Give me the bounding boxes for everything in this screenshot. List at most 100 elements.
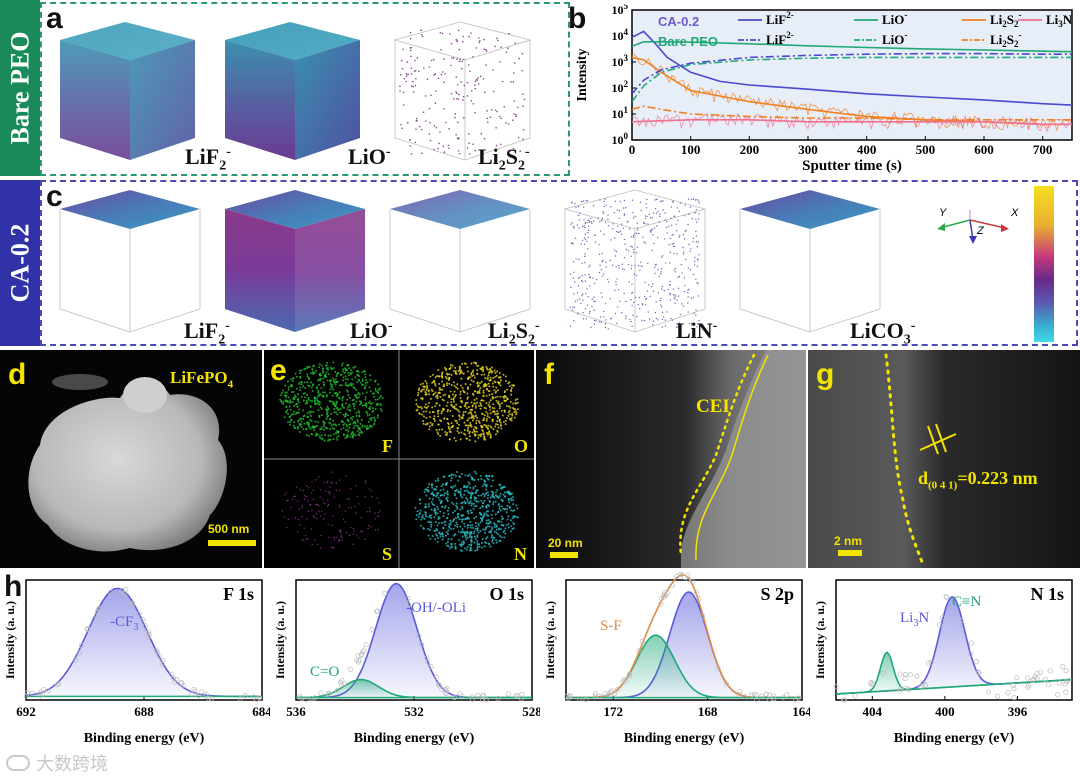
panel-d-scalebar xyxy=(208,540,256,546)
xps-datapoint xyxy=(436,683,442,689)
xps-datapoint xyxy=(1026,683,1032,689)
ca-side-label: CA-0.2 xyxy=(0,180,40,346)
chart-b-xtick-label: 700 xyxy=(1033,142,1053,157)
xps-xtick-label: 536 xyxy=(286,704,306,719)
xps-xtick-label: 404 xyxy=(863,704,883,719)
xps-datapoint xyxy=(469,694,475,700)
chart-b-series-line xyxy=(631,30,1073,106)
xps-datapoint xyxy=(925,660,932,666)
panel-c-label-lico3: LiCO3- xyxy=(850,318,916,348)
xps-chart-f1s: 692 688 684 Binding energy (eV) Intensity (a… xyxy=(3,579,270,746)
xps-datapoint xyxy=(518,696,524,702)
xps-datapoint xyxy=(922,682,928,688)
xps-datapoint xyxy=(1014,675,1020,681)
xps-datapoint xyxy=(416,633,422,639)
xps-datapoint xyxy=(833,684,839,690)
xps-datapoint xyxy=(359,651,365,657)
panel-c-label-li2s2: Li2S2- xyxy=(488,318,540,348)
eds-label-o: O xyxy=(514,436,529,456)
tem-cei xyxy=(536,350,806,568)
xps-datapoint xyxy=(939,615,945,621)
chart-b-ytick-label: 103 xyxy=(612,53,629,69)
xps-datapoint xyxy=(840,697,846,703)
cube-lin-ca xyxy=(563,189,707,333)
xps-datapoint xyxy=(968,640,974,646)
xps-datapoint xyxy=(1062,681,1068,687)
xps-datapoint xyxy=(146,629,152,635)
xps-peak-fill xyxy=(296,583,532,698)
xps-datapoint xyxy=(602,691,608,697)
chart-b-series-line xyxy=(631,119,1072,126)
xps-datapoint xyxy=(251,694,257,700)
legend-label: Li3N xyxy=(1046,12,1073,29)
xps-datapoint xyxy=(1011,686,1017,692)
lifepo4-particle xyxy=(28,374,227,552)
xps-datapoint xyxy=(374,608,380,614)
legend-group-bare: Bare PEO xyxy=(658,34,718,49)
chart-b-ytick-label: 102 xyxy=(612,79,629,95)
xps-datapoint xyxy=(928,659,934,665)
xps-datapoint xyxy=(995,693,1001,699)
xps-datapoint xyxy=(334,688,340,694)
xps-datapoint xyxy=(1063,689,1069,695)
xps-datapoint xyxy=(1056,680,1063,686)
xps-datapoint xyxy=(748,692,755,698)
xps-datapoint xyxy=(759,693,765,699)
xps-datapoint xyxy=(93,612,100,619)
xps-datapoint xyxy=(145,634,152,640)
xps-datapoint xyxy=(256,695,263,701)
xps-annotation: C≡N xyxy=(952,594,981,610)
panel-e: e F O S N xyxy=(264,350,534,568)
xps-xtick-label: 688 xyxy=(134,704,154,719)
xps-datapoint xyxy=(663,592,669,598)
xps-xlabel: Binding energy (eV) xyxy=(354,731,475,746)
xps-datapoint xyxy=(1063,668,1069,674)
chart-b-xtick-label: 400 xyxy=(857,142,877,157)
xps-chart-n1s: 404 400 396 Binding energy (eV) Intensity (a… xyxy=(813,579,1073,746)
panel-a-label-lif2: LiF2- xyxy=(185,144,231,174)
xps-datapoint xyxy=(140,617,146,623)
xps-annotation: C=O xyxy=(310,664,339,680)
chart-b-ytick-label: 104 xyxy=(612,27,629,43)
legend-label: LiF2- xyxy=(766,30,794,47)
chart-b-xtick-label: 300 xyxy=(798,142,818,157)
panel-c-cubes xyxy=(59,189,881,333)
xps-datapoint xyxy=(79,642,85,648)
panel-f: f CEI 20 nm xyxy=(536,350,806,568)
xps-datapoint xyxy=(308,695,315,701)
xps-datapoint xyxy=(958,618,964,624)
xps-datapoint xyxy=(160,657,166,664)
xps-datapoint xyxy=(1031,676,1037,682)
xps-datapoint xyxy=(780,694,787,700)
xps-datapoint xyxy=(1047,668,1053,674)
xps-datapoint xyxy=(348,666,354,672)
xps-datapoint xyxy=(196,693,202,699)
xps-datapoint xyxy=(136,611,142,617)
xps-xtick-label: 692 xyxy=(16,704,36,719)
xps-peak-fill xyxy=(566,592,802,698)
xps-datapoint xyxy=(592,693,599,699)
xps-datapoint xyxy=(958,627,964,633)
panel-d-scale-text: 500 nm xyxy=(208,522,250,536)
xps-datapoint xyxy=(451,695,458,701)
xps-datapoint xyxy=(1060,663,1066,670)
xps-datapoint xyxy=(700,613,706,619)
panel-a-letter: a xyxy=(46,2,63,35)
xps-datapoint xyxy=(1054,692,1061,698)
xps-xtick-label: 168 xyxy=(698,704,718,719)
panel-g-label: d(0 4 1)=0.223 nm xyxy=(918,468,1038,492)
xps-datapoint xyxy=(763,691,769,697)
chart-b-xlabel: Sputter time (s) xyxy=(802,158,902,174)
xps-datapoint xyxy=(605,691,611,697)
panel-e-letter: e xyxy=(270,354,287,387)
xps-datapoint xyxy=(880,670,886,676)
xps-datapoint xyxy=(1025,675,1031,681)
xps-datapoint xyxy=(192,688,198,694)
xps-ylabel: Intensity (a. u.) xyxy=(543,601,557,679)
xps-xtick-label: 684 xyxy=(252,704,270,719)
xps-datapoint xyxy=(173,676,180,683)
chart-b-series-noise xyxy=(631,53,1072,132)
legend-group-ca: CA-0.2 xyxy=(658,14,699,29)
xps-datapoint xyxy=(129,602,136,608)
xps-datapoint xyxy=(318,690,324,696)
